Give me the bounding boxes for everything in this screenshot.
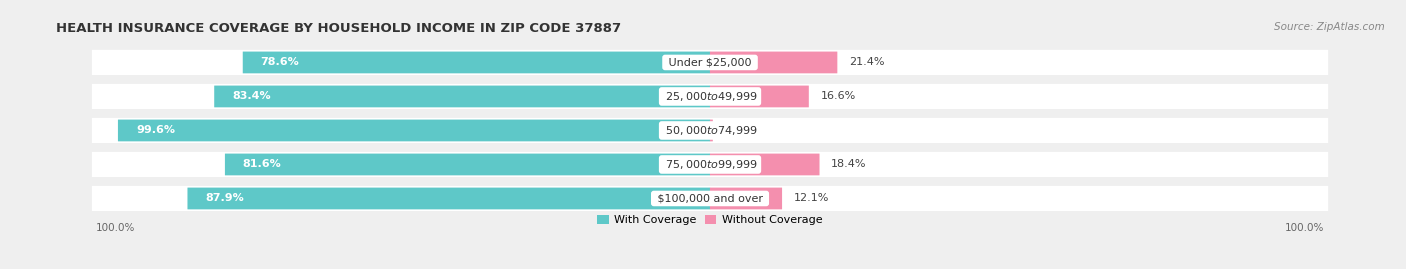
Legend: With Coverage, Without Coverage: With Coverage, Without Coverage <box>593 210 827 229</box>
FancyBboxPatch shape <box>710 120 713 141</box>
Text: 81.6%: 81.6% <box>243 160 281 169</box>
FancyBboxPatch shape <box>225 154 710 175</box>
Text: $50,000 to $74,999: $50,000 to $74,999 <box>662 124 758 137</box>
Text: 0.45%: 0.45% <box>724 125 761 136</box>
FancyBboxPatch shape <box>91 84 1329 109</box>
Text: Source: ZipAtlas.com: Source: ZipAtlas.com <box>1274 22 1385 31</box>
Text: 12.1%: 12.1% <box>794 193 830 203</box>
FancyBboxPatch shape <box>118 120 710 141</box>
Text: 83.4%: 83.4% <box>232 91 271 101</box>
FancyBboxPatch shape <box>710 187 782 209</box>
FancyBboxPatch shape <box>91 118 1329 143</box>
Text: 78.6%: 78.6% <box>260 58 299 68</box>
Text: 21.4%: 21.4% <box>849 58 884 68</box>
FancyBboxPatch shape <box>243 52 710 73</box>
Text: Under $25,000: Under $25,000 <box>665 58 755 68</box>
Text: $75,000 to $99,999: $75,000 to $99,999 <box>662 158 758 171</box>
Text: HEALTH INSURANCE COVERAGE BY HOUSEHOLD INCOME IN ZIP CODE 37887: HEALTH INSURANCE COVERAGE BY HOUSEHOLD I… <box>56 22 621 35</box>
Text: 16.6%: 16.6% <box>821 91 856 101</box>
FancyBboxPatch shape <box>710 154 820 175</box>
Text: 18.4%: 18.4% <box>831 160 866 169</box>
Text: 87.9%: 87.9% <box>205 193 245 203</box>
FancyBboxPatch shape <box>710 52 838 73</box>
Text: 99.6%: 99.6% <box>136 125 174 136</box>
FancyBboxPatch shape <box>91 186 1329 211</box>
FancyBboxPatch shape <box>91 50 1329 75</box>
Text: $25,000 to $49,999: $25,000 to $49,999 <box>662 90 758 103</box>
FancyBboxPatch shape <box>91 152 1329 177</box>
FancyBboxPatch shape <box>187 187 710 209</box>
FancyBboxPatch shape <box>214 86 710 107</box>
FancyBboxPatch shape <box>710 86 808 107</box>
Text: $100,000 and over: $100,000 and over <box>654 193 766 203</box>
